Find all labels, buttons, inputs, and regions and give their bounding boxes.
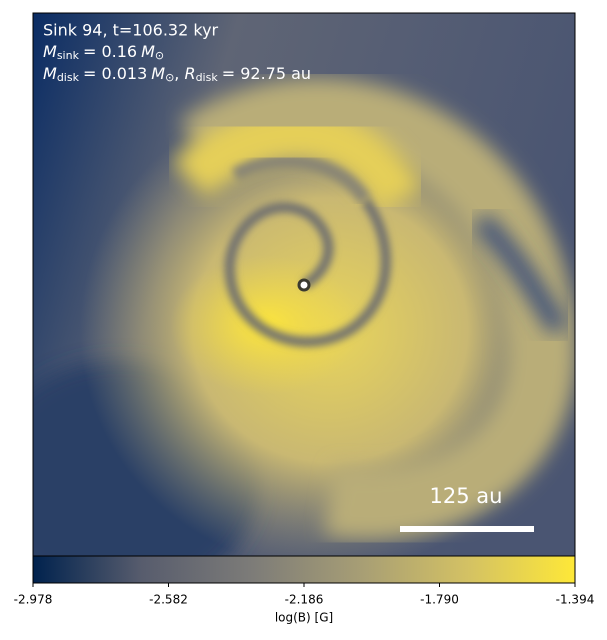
x-tick-label: -2.978 xyxy=(14,593,53,607)
sink-marker xyxy=(297,278,311,292)
x-tick-label: -2.186 xyxy=(285,593,324,607)
simulation-image xyxy=(33,13,575,556)
annotation: Sink 94, t=106.32 kyr xyxy=(43,21,219,40)
x-tick-label: -1.394 xyxy=(556,593,595,607)
colorbar xyxy=(32,555,576,584)
x-tick-label: -2.582 xyxy=(149,593,188,607)
annotation: Msink = 0.16 M⊙ xyxy=(43,42,164,63)
colorbar-label: log(B) [G] xyxy=(275,611,333,625)
x-tick-label: -1.790 xyxy=(420,593,459,607)
annotation: Mdisk = 0.013 M⊙, Rdisk = 92.75 au xyxy=(43,64,311,85)
scale-bar-label: 125 au xyxy=(430,484,503,508)
